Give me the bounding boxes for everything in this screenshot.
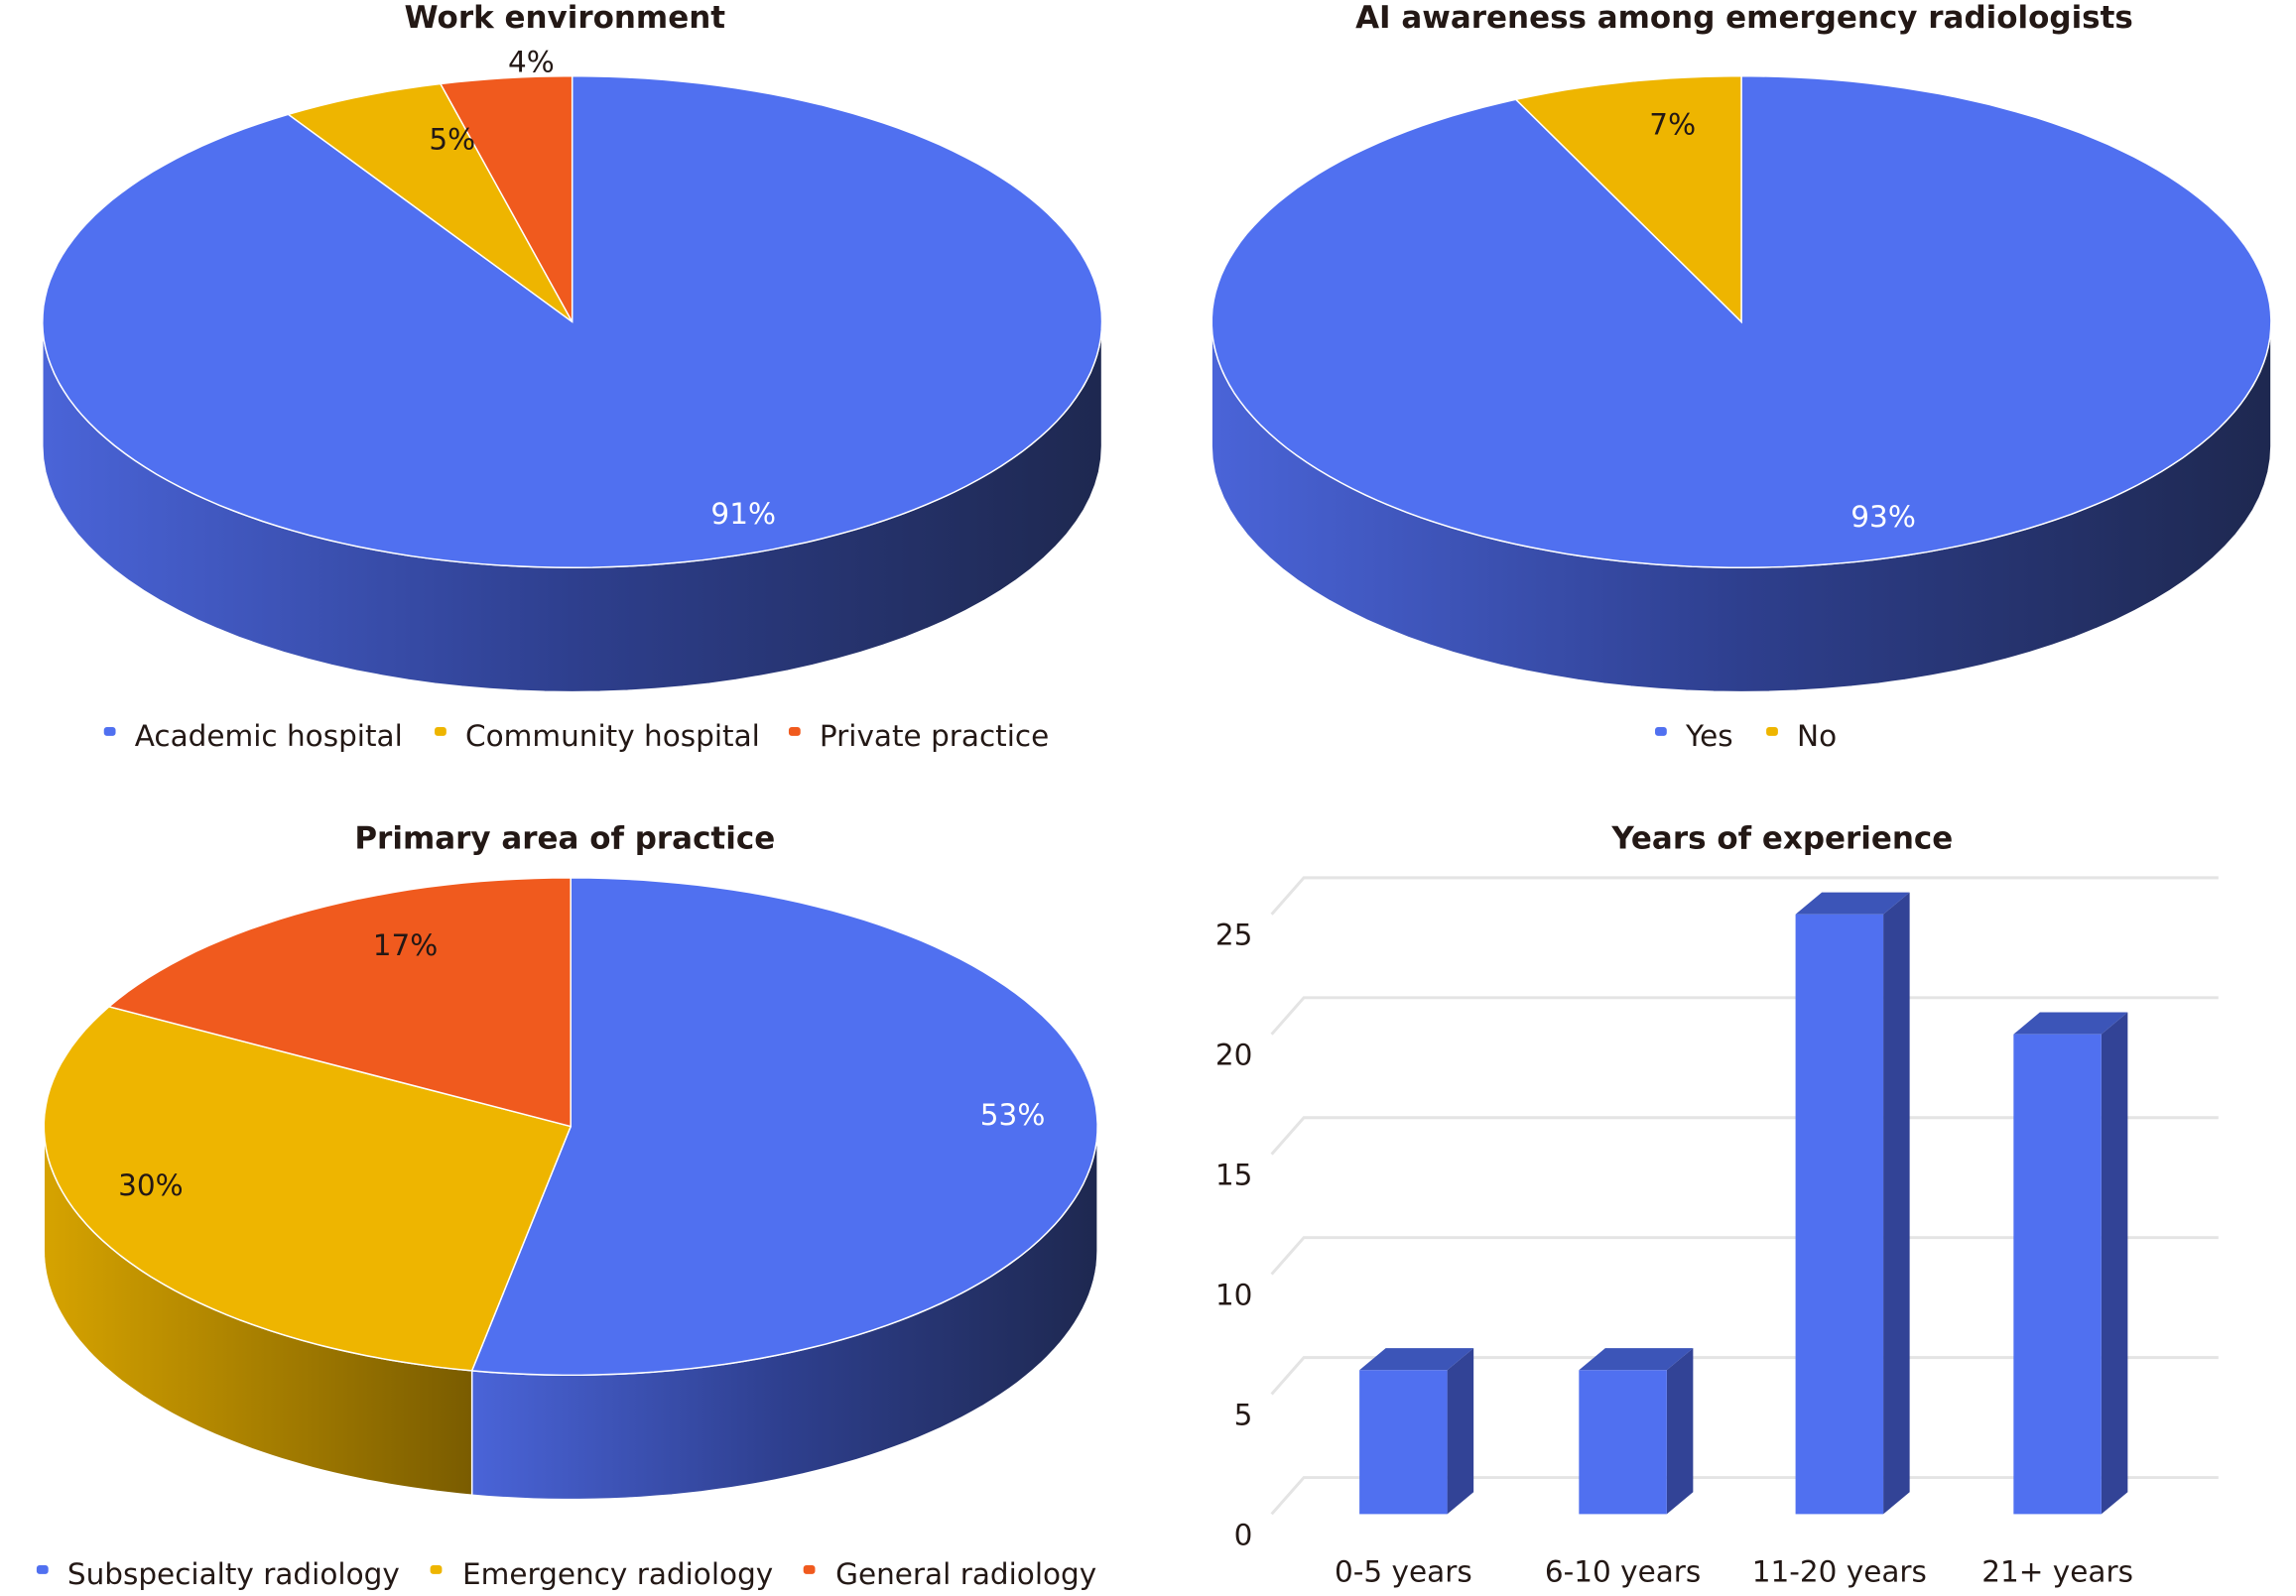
legend-label: Subspecialty radiology	[67, 1557, 400, 1591]
chart-title: Primary area of practice	[354, 820, 775, 856]
legend-label: No	[1797, 719, 1837, 753]
gridline	[1270, 1236, 2219, 1276]
legend-label: Community hospital	[465, 719, 760, 753]
pie-chart-work-environment: Work environment 91% 5% 4% Academic hospita…	[42, 0, 1103, 753]
legend-label: Yes	[1685, 719, 1733, 753]
legend-marker	[803, 1565, 816, 1574]
y-tick-label: 20	[1215, 1039, 1253, 1072]
y-tick-label: 25	[1215, 919, 1253, 952]
data-label: 5%	[429, 122, 475, 156]
pie-slice-emergency-radiology	[43, 1005, 573, 1372]
gridline	[1270, 996, 2219, 1036]
chart-title: Years of experience	[1610, 820, 1953, 856]
chart-title: AI awareness among emergency radiologist…	[1355, 0, 2133, 36]
data-label: 91%	[710, 497, 776, 531]
legend-marker	[1766, 726, 1778, 736]
bar-11-20-years	[1795, 914, 1884, 1515]
bar-chart-years-experience: Years of experience 0 5 10 15 20 25 0-5 years 6…	[1215, 820, 2219, 1588]
legend-label: Academic hospital	[135, 719, 403, 753]
bar-6-10-years	[1579, 1370, 1667, 1515]
legend-marker	[36, 1565, 49, 1574]
bar-top	[2013, 1012, 2128, 1035]
legend-marker	[103, 726, 116, 736]
y-tick-label: 15	[1215, 1159, 1253, 1192]
y-tick-label: 10	[1215, 1279, 1253, 1312]
x-tick-label: 11-20 years	[1752, 1554, 1927, 1588]
pie-slice-subspecialty-radiology	[470, 877, 1098, 1377]
x-tick-label: 21+ years	[1981, 1554, 2133, 1588]
pie-chart-ai-awareness: AI awareness among emergency radiologist…	[1211, 0, 2272, 753]
legend-marker	[1655, 726, 1667, 736]
bar-top	[1359, 1348, 1474, 1371]
data-label: 4%	[508, 45, 555, 78]
pie-chart-primary-area: Primary area of practice 53% 30% 17% Subspe…	[36, 820, 1098, 1591]
legend-marker	[430, 1565, 443, 1574]
data-label: 30%	[118, 1168, 184, 1202]
x-tick-label: 0-5 years	[1335, 1554, 1472, 1588]
bar-side	[2101, 1012, 2128, 1515]
gridline	[1270, 1476, 2219, 1516]
bar-top	[1579, 1348, 1694, 1371]
y-tick-label: 5	[1234, 1398, 1253, 1431]
data-label: 17%	[373, 928, 439, 962]
bar-side	[1666, 1348, 1694, 1515]
pie-slice-community-hospital	[286, 82, 574, 323]
gridline	[1270, 1116, 2219, 1156]
chart-title: Work environment	[405, 0, 726, 36]
bar-0-5-years	[1359, 1370, 1448, 1515]
gridline	[1270, 876, 2219, 916]
bar-top	[1795, 892, 1910, 915]
data-label: 53%	[980, 1098, 1046, 1132]
bar-side	[1447, 1348, 1474, 1515]
data-label: 93%	[1850, 500, 1916, 534]
pie-slice-private-practice	[439, 74, 574, 322]
legend-label: Emergency radiology	[462, 1557, 773, 1591]
legend-label: General radiology	[835, 1557, 1096, 1591]
legend-marker	[435, 726, 446, 736]
pie-slice-no	[1514, 74, 1742, 324]
x-tick-label: 6-10 years	[1545, 1554, 1701, 1588]
legend-label: Private practice	[820, 719, 1049, 753]
data-label: 7%	[1649, 108, 1696, 142]
pie-slice-general-radiology	[107, 877, 572, 1128]
legend-marker	[788, 726, 801, 736]
bar-21plus-years	[2013, 1034, 2102, 1515]
bar-side	[1883, 892, 1910, 1515]
gridline	[1270, 1356, 2219, 1396]
y-tick-label: 0	[1234, 1518, 1253, 1551]
